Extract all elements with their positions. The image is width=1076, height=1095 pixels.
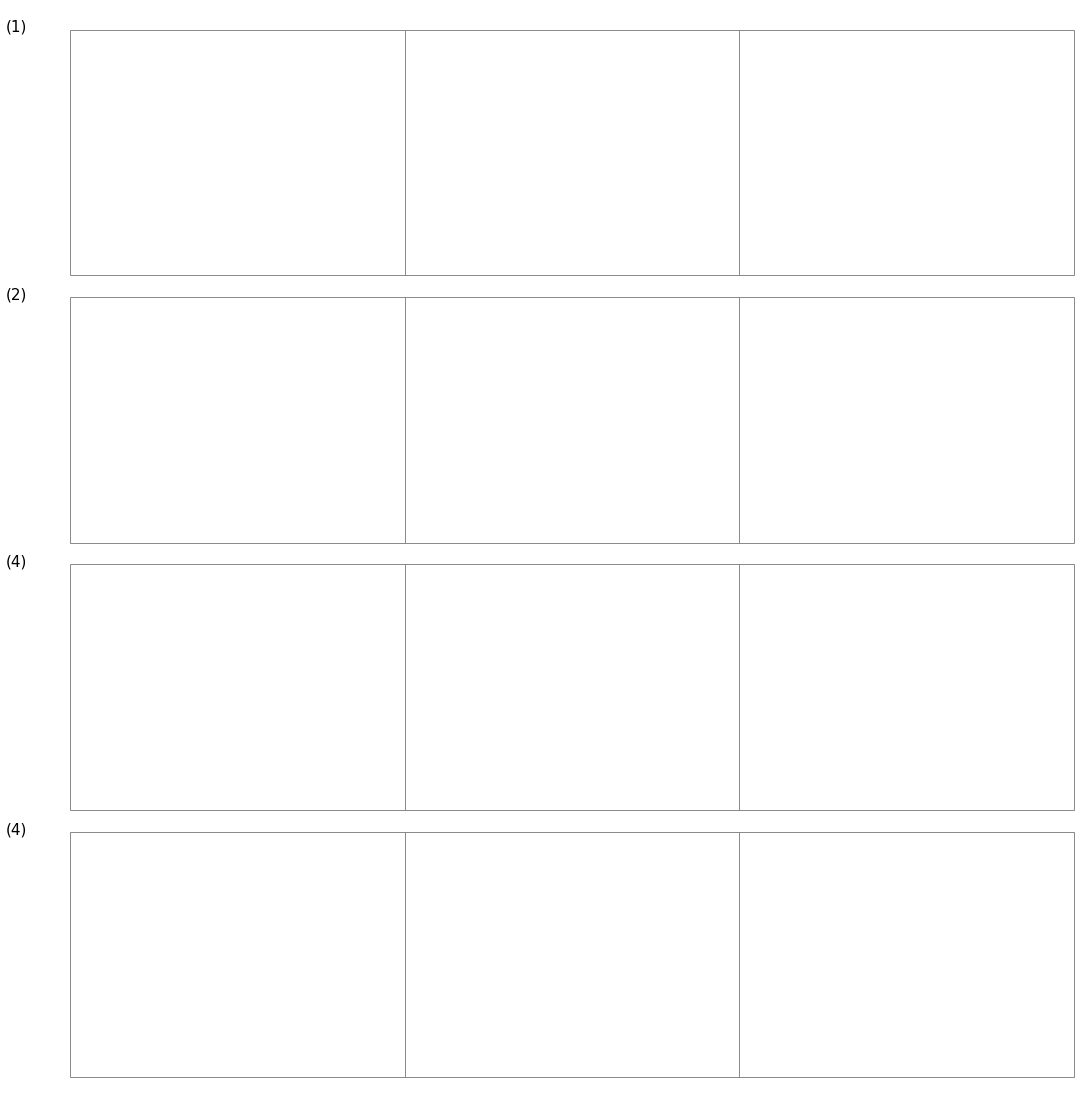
Text: (B): (B)	[619, 926, 639, 941]
Text: 3.22: 3.22	[796, 736, 806, 739]
Text: (C): (C)	[953, 926, 974, 941]
Text: 2048-189: 2048-189	[1045, 846, 1063, 851]
Text: (2): (2)	[5, 287, 27, 302]
Text: (C): (C)	[953, 125, 974, 138]
Text: (4): (4)	[5, 554, 27, 569]
Text: 3.22: 3.22	[462, 736, 471, 739]
Text: (C): (C)	[953, 659, 974, 673]
Text: (A): (A)	[284, 926, 305, 941]
Text: FLORFENICOL AMINE
1.62: FLORFENICOL AMINE 1.62	[468, 968, 513, 977]
Text: (4): (4)	[5, 822, 27, 837]
Text: 11.8: 11.8	[824, 48, 834, 53]
Text: (A): (A)	[284, 659, 305, 673]
Text: (B): (B)	[619, 659, 639, 673]
Text: (1): (1)	[5, 20, 27, 35]
Text: (C): (C)	[953, 392, 974, 406]
Text: 2048-189: 2048-189	[1045, 45, 1063, 48]
Text: (B): (B)	[619, 125, 639, 138]
Text: (B): (B)	[619, 392, 639, 406]
Text: 2048-189: 2048-189	[1045, 579, 1063, 584]
Text: (A): (A)	[284, 392, 305, 406]
Text: 10.21: 10.21	[237, 1025, 247, 1028]
Text: 11.26: 11.26	[922, 988, 934, 992]
Text: (A): (A)	[284, 125, 305, 138]
